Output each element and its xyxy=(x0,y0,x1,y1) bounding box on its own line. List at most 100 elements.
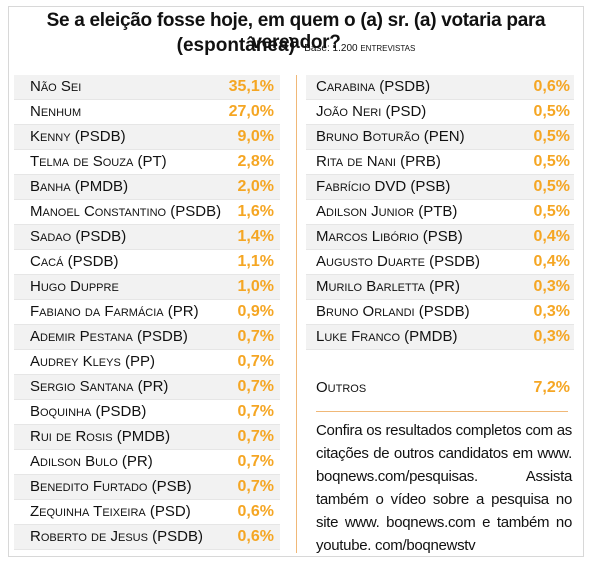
candidate-name: Ademir Pestana (PSDB) xyxy=(30,328,188,345)
result-row: Manoel Constantino (PSDB) 1,6% xyxy=(14,200,280,225)
result-row: Hugo Duppre 1,0% xyxy=(14,275,280,300)
result-row: Adilson Junior (PTB) 0,5% xyxy=(306,200,574,225)
result-row: Sergio Santana (PR) 0,7% xyxy=(14,375,280,400)
candidate-percentage: 0,9% xyxy=(237,303,274,320)
candidate-name: Rui de Rosis (PMDB) xyxy=(30,428,171,445)
candidate-name: Cacá (PSDB) xyxy=(30,253,119,270)
candidate-name: Adilson Junior (PTB) xyxy=(316,203,458,220)
result-row: Boquinha (PSDB) 0,7% xyxy=(14,400,280,425)
result-row: Rita de Nani (PRB) 0,5% xyxy=(306,150,574,175)
outros-row: Outros 7,2% xyxy=(306,376,574,400)
candidate-name: Telma de Souza (PT) xyxy=(30,153,167,170)
result-row: Luke Franco (PMDB) 0,3% xyxy=(306,325,574,350)
candidate-percentage: 0,3% xyxy=(533,278,570,295)
candidate-percentage: 0,5% xyxy=(533,153,570,170)
results-right-column: Carabina (PSDB) 0,6% João Neri (PSD) 0,5% Br… xyxy=(306,75,574,350)
result-row: Zequinha Teixeira (PSD) 0,6% xyxy=(14,500,280,525)
candidate-percentage: 2,8% xyxy=(237,153,274,170)
candidate-percentage: 0,5% xyxy=(533,203,570,220)
result-row: Benedito Furtado (PSB) 0,7% xyxy=(14,475,280,500)
result-row: Nenhum 27,0% xyxy=(14,100,280,125)
candidate-percentage: 0,6% xyxy=(237,528,274,545)
candidate-name: Fabrício DVD (PSB) xyxy=(316,178,451,195)
result-row: Murilo Barletta (PR) 0,3% xyxy=(306,275,574,300)
candidate-name: Banha (PMDB) xyxy=(30,178,129,195)
result-row: Fabiano da Farmácia (PR) 0,9% xyxy=(14,300,280,325)
candidate-percentage: 0,3% xyxy=(533,328,570,345)
result-row: Sadao (PSDB) 1,4% xyxy=(14,225,280,250)
result-row: Carabina (PSDB) 0,6% xyxy=(306,75,574,100)
candidate-name: Nenhum xyxy=(30,103,82,120)
result-row: Audrey Kleys (PP) 0,7% xyxy=(14,350,280,375)
candidate-percentage: 0,7% xyxy=(237,353,274,370)
candidate-name: Sadao (PSDB) xyxy=(30,228,127,245)
survey-title: Se a eleição fosse hoje, em quem o (a) s… xyxy=(46,10,546,53)
candidate-name: Luke Franco (PMDB) xyxy=(316,328,458,345)
candidate-name: Fabiano da Farmácia (PR) xyxy=(30,303,199,320)
candidate-percentage: 35,1% xyxy=(228,78,274,95)
candidate-percentage: 0,7% xyxy=(237,428,274,445)
candidate-percentage: 9,0% xyxy=(237,128,274,145)
candidate-percentage: 27,0% xyxy=(228,103,274,120)
result-row: Augusto Duarte (PSDB) 0,4% xyxy=(306,250,574,275)
outros-value: 7,2% xyxy=(533,379,570,396)
result-row: Banha (PMDB) 2,0% xyxy=(14,175,280,200)
result-row: Fabrício DVD (PSB) 0,5% xyxy=(306,175,574,200)
column-divider xyxy=(296,75,297,553)
candidate-percentage: 0,7% xyxy=(237,478,274,495)
candidate-name: Hugo Duppre xyxy=(30,278,119,295)
result-row: Telma de Souza (PT) 2,8% xyxy=(14,150,280,175)
candidate-percentage: 0,5% xyxy=(533,103,570,120)
candidate-percentage: 1,1% xyxy=(237,253,274,270)
result-row: Marcos Libório (PSB) 0,4% xyxy=(306,225,574,250)
candidate-name: Marcos Libório (PSB) xyxy=(316,228,463,245)
candidate-name: Não Sei xyxy=(30,78,82,95)
candidate-percentage: 0,7% xyxy=(237,403,274,420)
candidate-percentage: 0,6% xyxy=(533,78,570,95)
candidate-name: João Neri (PSD) xyxy=(316,103,427,120)
candidate-name: Bruno Orlandi (PSDB) xyxy=(316,303,470,320)
result-row: Kenny (PSDB) 9,0% xyxy=(14,125,280,150)
candidate-name: Roberto de Jesus (PSDB) xyxy=(30,528,203,545)
candidate-name: Audrey Kleys (PP) xyxy=(30,353,155,370)
candidate-percentage: 0,7% xyxy=(237,328,274,345)
outros-label: Outros xyxy=(316,379,367,396)
survey-subtitle: (espontânea) Base: 1.200 entrevistas xyxy=(0,35,592,60)
candidate-name: Carabina (PSDB) xyxy=(316,78,431,95)
candidate-percentage: 0,7% xyxy=(237,378,274,395)
result-row: Bruno Orlandi (PSDB) 0,3% xyxy=(306,300,574,325)
candidate-percentage: 2,0% xyxy=(237,178,274,195)
candidate-name: Zequinha Teixeira (PSD) xyxy=(30,503,191,520)
candidate-percentage: 0,4% xyxy=(533,228,570,245)
candidate-percentage: 1,0% xyxy=(237,278,274,295)
candidate-name: Adilson Bulo (PR) xyxy=(30,453,153,470)
result-row: Cacá (PSDB) 1,1% xyxy=(14,250,280,275)
result-row: João Neri (PSD) 0,5% xyxy=(306,100,574,125)
sample-base-label: Base: 1.200 xyxy=(304,43,358,54)
candidate-percentage: 1,6% xyxy=(237,203,274,220)
candidate-name: Manoel Constantino (PSDB) xyxy=(30,203,222,220)
candidate-name: Rita de Nani (PRB) xyxy=(316,153,441,170)
results-left-column: Não Sei 35,1% Nenhum 27,0% Kenny (PSDB) 9,0% T… xyxy=(14,75,280,550)
candidate-percentage: 0,5% xyxy=(533,178,570,195)
candidate-name: Bruno Boturão (PEN) xyxy=(316,128,465,145)
results-note: Confira os resultados completos com as c… xyxy=(316,422,572,554)
candidate-percentage: 1,4% xyxy=(237,228,274,245)
note-divider xyxy=(316,411,568,412)
candidate-percentage: 0,7% xyxy=(237,453,274,470)
result-row: Ademir Pestana (PSDB) 0,7% xyxy=(14,325,280,350)
candidate-name: Kenny (PSDB) xyxy=(30,128,126,145)
candidate-percentage: 0,4% xyxy=(533,253,570,270)
result-row: Adilson Bulo (PR) 0,7% xyxy=(14,450,280,475)
candidate-percentage: 0,3% xyxy=(533,303,570,320)
result-row: Rui de Rosis (PMDB) 0,7% xyxy=(14,425,280,450)
sample-base: Base: 1.200 entrevistas xyxy=(304,42,415,54)
result-row: Roberto de Jesus (PSDB) 0,6% xyxy=(14,525,280,550)
candidate-name: Benedito Furtado (PSB) xyxy=(30,478,192,495)
candidate-name: Boquinha (PSDB) xyxy=(30,403,147,420)
candidate-name: Sergio Santana (PR) xyxy=(30,378,169,395)
candidate-percentage: 0,6% xyxy=(237,503,274,520)
subtitle-text: (espontânea) xyxy=(176,35,295,56)
candidate-name: Augusto Duarte (PSDB) xyxy=(316,253,480,270)
candidate-percentage: 0,5% xyxy=(533,128,570,145)
